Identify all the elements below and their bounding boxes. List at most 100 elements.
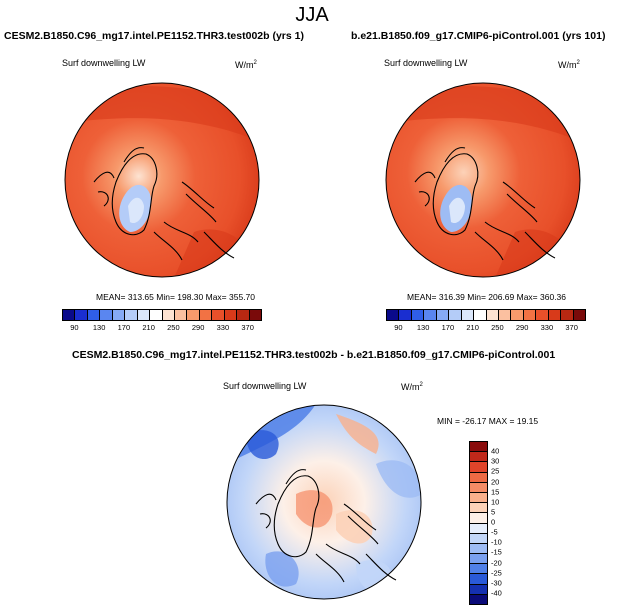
colorbar-swatch	[411, 310, 425, 320]
diff-colorbar-swatch	[470, 503, 487, 514]
colorbar-tick-label: 130	[416, 323, 430, 332]
colorbar-swatch	[75, 310, 88, 320]
diff-colorbar-swatch	[470, 564, 487, 575]
diff-panel-variable-label: Surf downwelling LW	[223, 381, 307, 391]
colorbar-swatch	[174, 310, 188, 320]
colorbar-tick-label: 170	[117, 323, 131, 332]
panel-1-units: W/m2	[235, 60, 257, 70]
colorbar-swatch	[561, 310, 574, 320]
diff-colorbar-swatch	[470, 492, 487, 504]
panel-1-variable-label: Surf downwelling LW	[62, 58, 146, 68]
diff-colorbar-label: 40	[491, 446, 500, 456]
colorbar-tick-label: 290	[515, 323, 529, 332]
colorbar-swatch	[199, 310, 213, 320]
diff-colorbar-swatch	[470, 523, 487, 534]
diff-colorbar-label: 20	[491, 477, 500, 486]
diff-panel-colorbar	[469, 441, 488, 605]
colorbar-tick-label: 330	[540, 323, 554, 332]
colorbar-swatch	[511, 310, 524, 320]
diff-colorbar-swatch	[470, 513, 487, 524]
colorbar-swatch	[224, 310, 238, 320]
diff-colorbar-label: 5	[491, 507, 496, 517]
colorbar-swatch	[237, 310, 250, 320]
colorbar-swatch	[449, 310, 462, 320]
colorbar-swatch	[150, 310, 163, 320]
diff-colorbar-label: -15	[491, 547, 502, 557]
diff-colorbar-label: -40	[491, 588, 502, 598]
diff-colorbar-swatch	[470, 442, 487, 453]
colorbar-swatch	[387, 310, 400, 320]
diff-colorbar-label: -30	[491, 578, 502, 588]
colorbar-tick-label: 90	[394, 323, 403, 332]
colorbar-swatch	[125, 310, 138, 320]
diff-colorbar-swatch	[470, 533, 487, 544]
colorbar-swatch	[573, 310, 585, 320]
diff-colorbar-label: 0	[491, 517, 496, 527]
diff-colorbar-swatch	[470, 594, 487, 604]
colorbar-swatch	[249, 310, 261, 320]
panel-2-polar-map	[385, 82, 581, 278]
colorbar-swatch	[474, 310, 487, 320]
colorbar-tick-label: 370	[241, 323, 254, 332]
diff-colorbar-swatch	[470, 472, 487, 483]
colorbar-tick-label: 250	[491, 323, 504, 332]
diff-colorbar-swatch	[470, 554, 487, 565]
panel-2-coastlines	[414, 147, 556, 261]
colorbar-swatch	[461, 310, 475, 320]
colorbar-swatch	[523, 310, 537, 320]
diff-panel-case-title: CESM2.B1850.C96_mg17.intel.PE1152.THR3.t…	[72, 349, 556, 361]
diff-colorbar-label: 25	[491, 466, 500, 476]
diff-panel-coastlines	[255, 469, 397, 583]
diff-panel-units: W/m2	[401, 382, 423, 392]
diff-panel-colorbar-labels: 40 30 25 20 15 10 5 0 -5 -10 -15 -20 -25 -30 -40	[491, 441, 521, 603]
diff-colorbar-label: -10	[491, 537, 502, 547]
diff-colorbar-label: 15	[491, 487, 500, 497]
diff-colorbar-swatch	[470, 482, 487, 493]
colorbar-tick-label: 290	[191, 323, 205, 332]
page-title: JJA	[295, 4, 329, 26]
colorbar-swatch	[63, 310, 76, 320]
diff-panel-polar-map	[226, 404, 422, 600]
panel-2-stats: MEAN= 316.39 Min= 206.69 Max= 360.36	[407, 292, 567, 302]
diff-colorbar-swatch	[470, 574, 487, 585]
diff-colorbar-swatch	[470, 452, 487, 463]
panel-2-case-title: b.e21.B1850.f09_g17.CMIP6-piControl.001 …	[351, 30, 606, 42]
diff-colorbar-label: -5	[491, 527, 498, 537]
colorbar-tick-label: 90	[70, 323, 79, 332]
colorbar-tick-label: 130	[92, 323, 106, 332]
diff-colorbar-label: -20	[491, 558, 502, 567]
panel-1-coastlines	[93, 147, 235, 261]
panel-2-units: W/m2	[558, 60, 580, 70]
panel-1-polar-map	[64, 82, 260, 278]
panel-2-colorbar-ticks: 90 130 170 210 250 290 330 370	[386, 323, 586, 333]
diff-colorbar-swatch	[470, 462, 487, 473]
colorbar-tick-label: 250	[167, 323, 180, 332]
diff-panel-stats: MIN = -26.17 MAX = 19.15	[437, 416, 539, 426]
panel-1-colorbar	[62, 309, 262, 321]
colorbar-tick-label: 370	[565, 323, 578, 332]
colorbar-swatch	[162, 310, 175, 320]
diff-colorbar-swatch	[470, 584, 487, 595]
diff-colorbar-swatch	[470, 543, 487, 555]
colorbar-swatch	[424, 310, 437, 320]
colorbar-swatch	[212, 310, 225, 320]
colorbar-tick-label: 170	[441, 323, 455, 332]
colorbar-tick-label: 210	[466, 323, 479, 332]
colorbar-swatch	[87, 310, 101, 320]
panel-1-case-title: CESM2.B1850.C96_mg17.intel.PE1152.THR3.t…	[4, 30, 304, 42]
colorbar-swatch	[100, 310, 113, 320]
colorbar-swatch	[187, 310, 200, 320]
colorbar-swatch	[536, 310, 549, 320]
colorbar-swatch	[436, 310, 450, 320]
panel-1-stats: MEAN= 313.65 Min= 198.30 Max= 355.70	[96, 292, 256, 302]
diff-colorbar-label: 10	[491, 497, 500, 507]
colorbar-swatch	[498, 310, 512, 320]
colorbar-swatch	[548, 310, 562, 320]
colorbar-tick-label: 330	[216, 323, 230, 332]
panel-2-colorbar	[386, 309, 586, 321]
diff-colorbar-label: -25	[491, 568, 502, 578]
colorbar-swatch	[137, 310, 151, 320]
colorbar-swatch	[486, 310, 499, 320]
colorbar-tick-label: 210	[142, 323, 155, 332]
panel-1-colorbar-ticks: 90 130 170 210 250 290 330 370	[62, 323, 262, 333]
